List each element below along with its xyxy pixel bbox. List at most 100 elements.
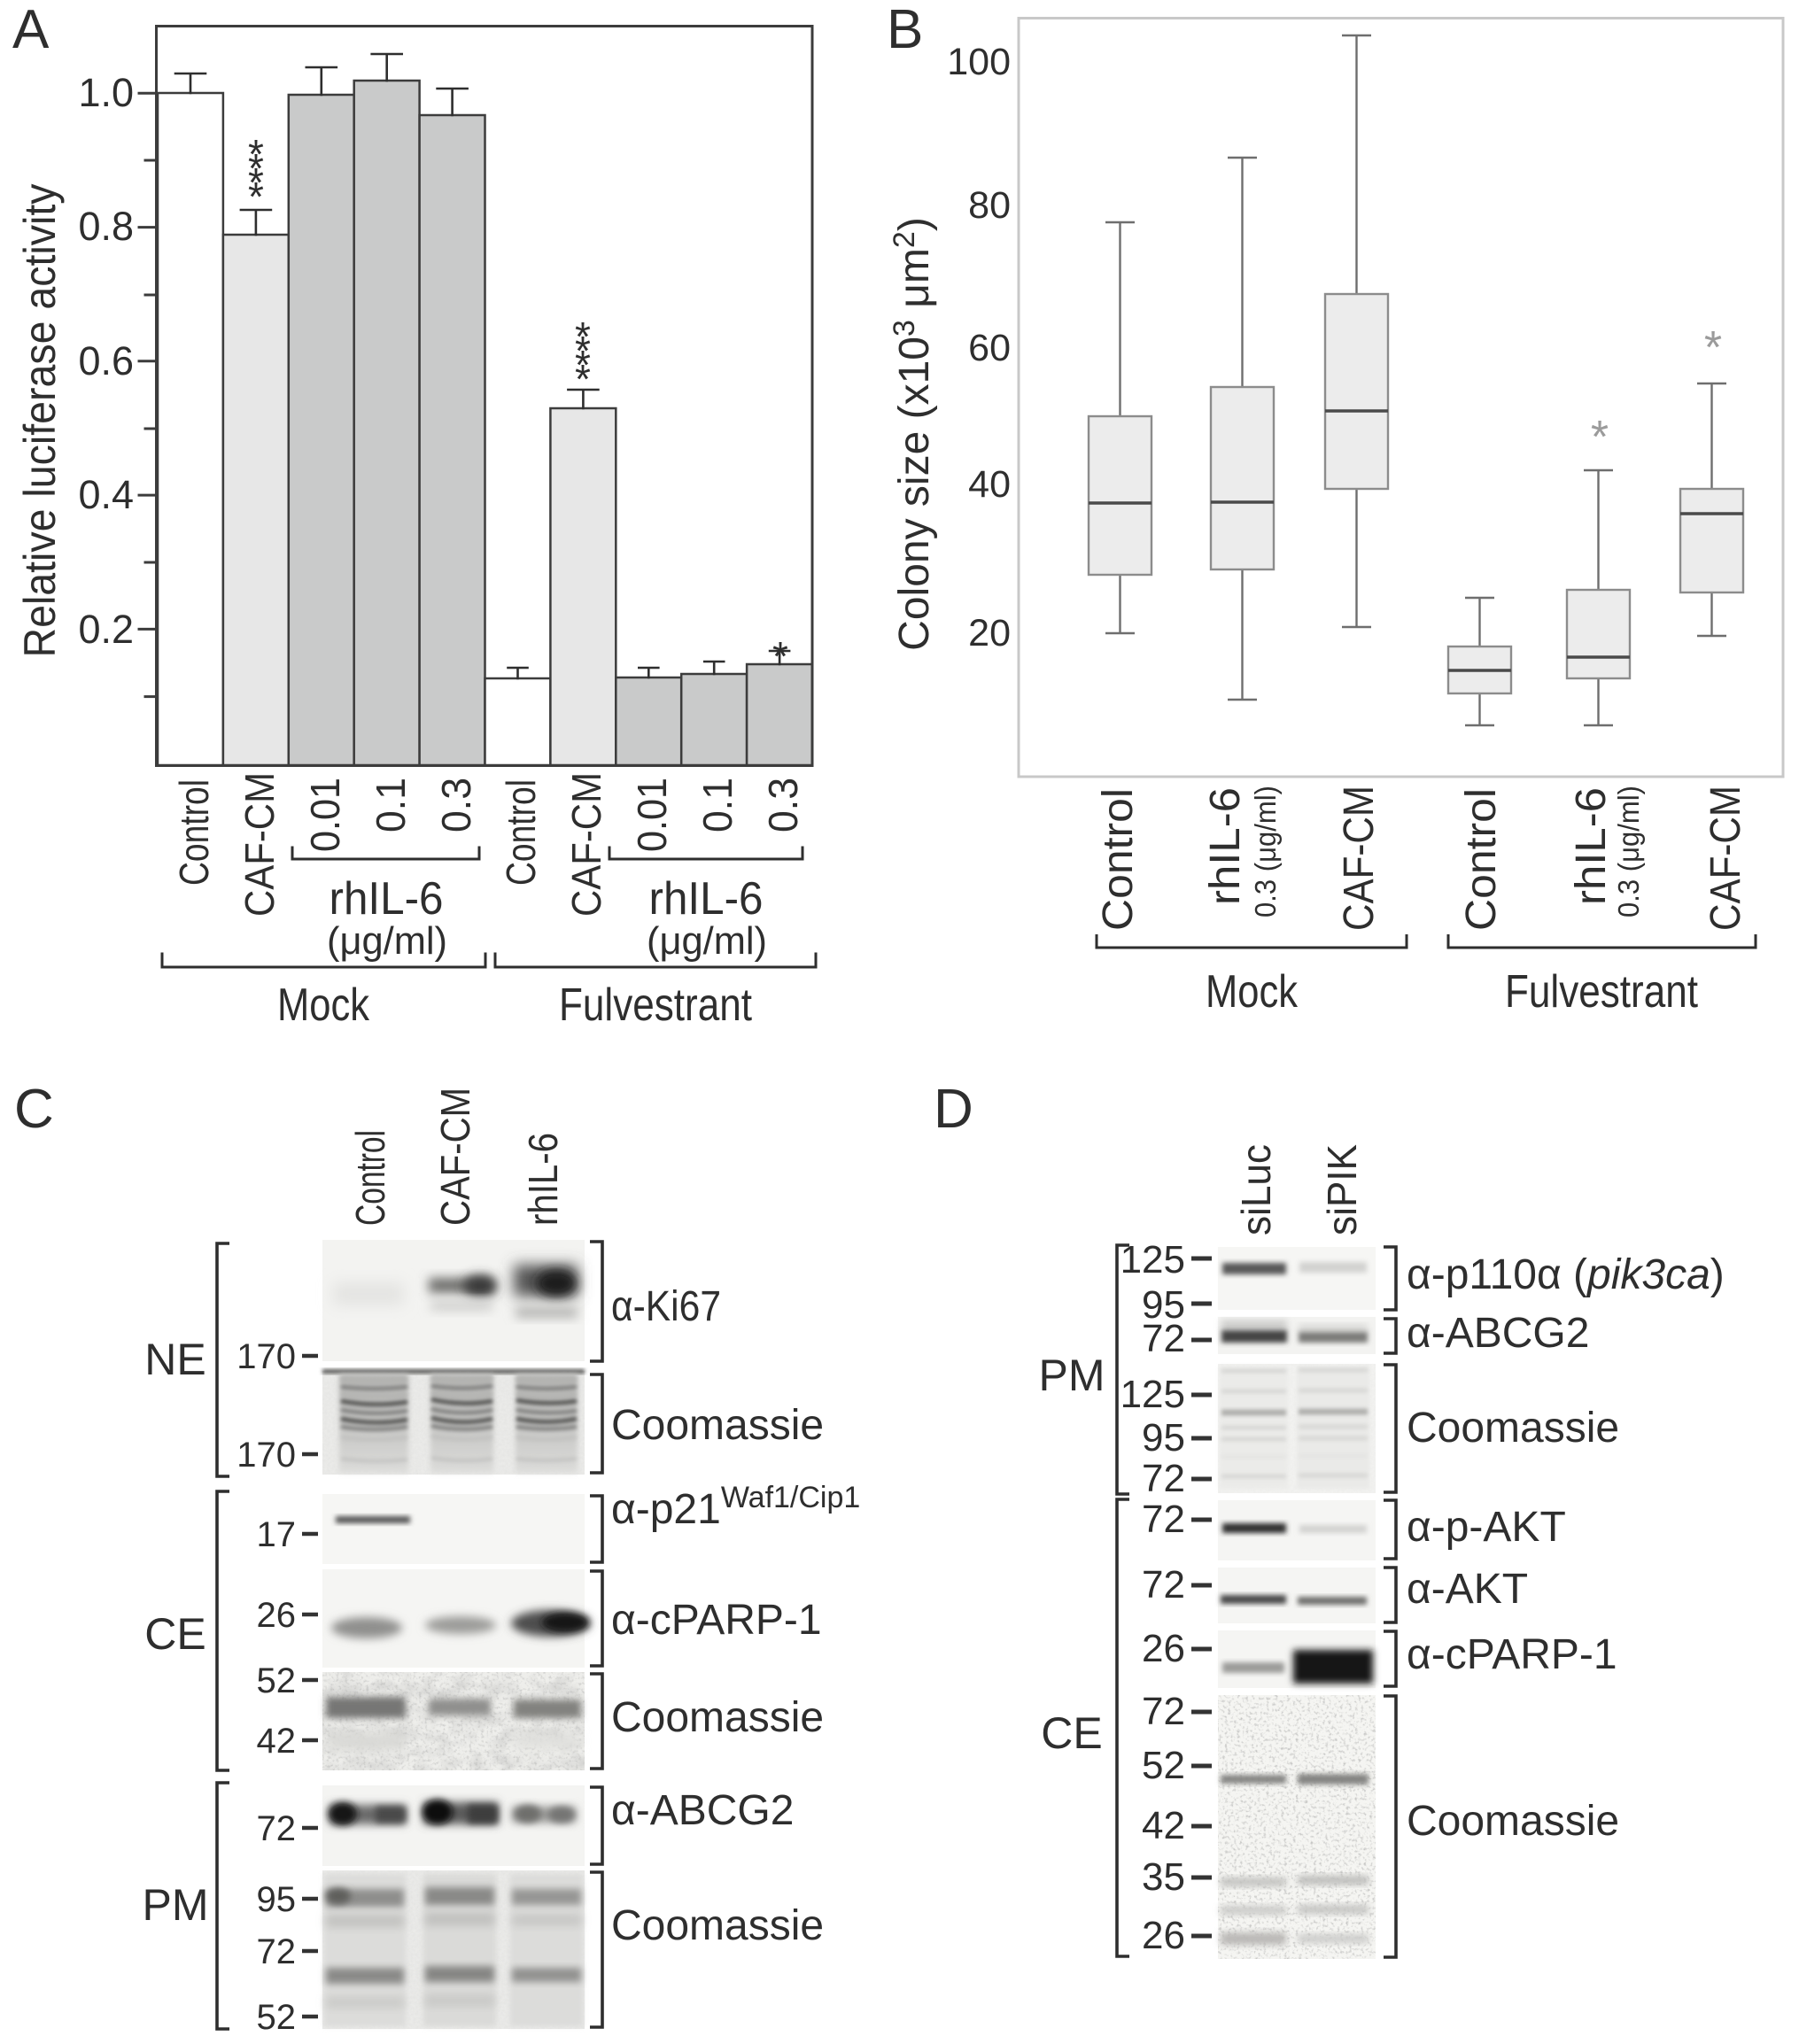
svg-text:0.3: 0.3 xyxy=(433,778,479,832)
svg-text:CE: CE xyxy=(1041,1708,1102,1758)
svg-text:*: * xyxy=(1591,412,1609,463)
svg-text:52: 52 xyxy=(1142,1744,1185,1787)
svg-text:PM: PM xyxy=(1039,1351,1105,1400)
svg-text:Colony size (x103 μm2): Colony size (x103 μm2) xyxy=(888,217,938,651)
svg-text:170: 170 xyxy=(237,1436,296,1475)
svg-text:α-cPARP-1: α-cPARP-1 xyxy=(611,1597,822,1644)
svg-text:42: 42 xyxy=(257,1722,297,1761)
svg-text:Fulvestrant: Fulvestrant xyxy=(559,979,752,1031)
svg-text:Fulvestrant: Fulvestrant xyxy=(1505,966,1698,1018)
svg-text:rhIL-6: rhIL-6 xyxy=(649,873,764,925)
svg-text:0.6: 0.6 xyxy=(78,338,134,383)
svg-text:72: 72 xyxy=(257,1932,297,1971)
svg-text:rhIL-6: rhIL-6 xyxy=(520,1133,566,1226)
svg-text:CAF-CM: CAF-CM xyxy=(563,772,609,917)
svg-text:1.0: 1.0 xyxy=(78,70,134,115)
svg-text:Control: Control xyxy=(1095,788,1142,931)
svg-text:Coomassie: Coomassie xyxy=(611,1402,824,1449)
svg-text:rhIL-6: rhIL-6 xyxy=(1202,787,1249,905)
svg-text:*: * xyxy=(248,174,264,220)
svg-text:125: 125 xyxy=(1120,1238,1185,1281)
svg-text:20: 20 xyxy=(968,612,1011,654)
svg-text:Control: Control xyxy=(498,779,544,886)
svg-text:α-ABCG2: α-ABCG2 xyxy=(1407,1310,1589,1357)
svg-text:95: 95 xyxy=(1142,1283,1185,1327)
svg-text:α-p21Waf1/Cip1: α-p21Waf1/Cip1 xyxy=(611,1481,860,1533)
svg-text:0.4: 0.4 xyxy=(78,472,134,517)
svg-text:52: 52 xyxy=(257,1998,297,2037)
svg-text:D: D xyxy=(934,1079,973,1140)
svg-text:α-ABCG2: α-ABCG2 xyxy=(611,1787,794,1834)
svg-text:0.8: 0.8 xyxy=(78,204,134,249)
svg-text:42: 42 xyxy=(1142,1804,1185,1847)
svg-text:α-Ki67: α-Ki67 xyxy=(611,1283,721,1330)
svg-text:Coomassie: Coomassie xyxy=(1407,1798,1619,1845)
svg-text:CE: CE xyxy=(144,1609,205,1659)
svg-text:60: 60 xyxy=(968,327,1011,369)
svg-text:(μg/ml): (μg/ml) xyxy=(647,919,767,963)
svg-text:C: C xyxy=(14,1079,54,1140)
svg-text:*: * xyxy=(575,328,591,374)
svg-text:80: 80 xyxy=(968,184,1011,227)
svg-text:40: 40 xyxy=(968,463,1011,506)
svg-text:0.01: 0.01 xyxy=(302,778,348,852)
svg-text:*: * xyxy=(575,342,591,388)
svg-text:52: 52 xyxy=(257,1661,297,1700)
svg-text:*: * xyxy=(248,145,264,191)
svg-text:(μg/ml): (μg/ml) xyxy=(327,919,447,963)
svg-text:*: * xyxy=(772,633,788,679)
svg-text:*: * xyxy=(248,159,264,205)
svg-text:Relative luciferase activity: Relative luciferase activity xyxy=(15,184,65,658)
svg-text:PM: PM xyxy=(143,1880,209,1930)
svg-text:0.1: 0.1 xyxy=(694,778,741,832)
svg-text:Control: Control xyxy=(347,1130,393,1226)
svg-text:Mock: Mock xyxy=(277,979,370,1031)
svg-text:B: B xyxy=(887,0,923,60)
svg-text:95: 95 xyxy=(1142,1416,1185,1459)
svg-text:0.3: 0.3 xyxy=(760,778,806,832)
svg-text:α-AKT: α-AKT xyxy=(1407,1566,1528,1613)
svg-text:26: 26 xyxy=(257,1596,297,1635)
svg-text:siLuc: siLuc xyxy=(1233,1144,1279,1235)
svg-text:Control: Control xyxy=(171,779,217,886)
svg-text:26: 26 xyxy=(1142,1914,1185,1957)
svg-text:Coomassie: Coomassie xyxy=(611,1694,824,1741)
svg-text:35: 35 xyxy=(1142,1855,1185,1899)
svg-text:CAF-CM: CAF-CM xyxy=(432,1088,478,1226)
svg-text:α-p-AKT: α-p-AKT xyxy=(1407,1504,1566,1551)
svg-text:17: 17 xyxy=(257,1515,297,1554)
svg-text:125: 125 xyxy=(1120,1373,1185,1416)
svg-text:0.3 (μg/ml): 0.3 (μg/ml) xyxy=(1249,786,1282,917)
svg-text:72: 72 xyxy=(1142,1457,1185,1500)
svg-text:0.01: 0.01 xyxy=(629,778,675,852)
svg-text:*: * xyxy=(575,356,591,402)
svg-text:0.1: 0.1 xyxy=(368,778,414,832)
svg-text:rhIL-6: rhIL-6 xyxy=(1568,787,1615,905)
svg-text:Coomassie: Coomassie xyxy=(1407,1405,1619,1452)
svg-text:CAF-CM: CAF-CM xyxy=(237,772,283,917)
svg-text:100: 100 xyxy=(947,41,1011,83)
svg-text:Control: Control xyxy=(1458,788,1505,931)
svg-text:26: 26 xyxy=(1142,1627,1185,1670)
svg-text:170: 170 xyxy=(237,1337,296,1376)
svg-text:A: A xyxy=(12,0,50,60)
svg-text:NE: NE xyxy=(144,1335,205,1384)
svg-text:siPIK: siPIK xyxy=(1319,1144,1365,1235)
svg-text:*: * xyxy=(575,314,591,360)
svg-text:72: 72 xyxy=(257,1809,297,1848)
svg-text:72: 72 xyxy=(1142,1563,1185,1607)
svg-text:72: 72 xyxy=(1142,1317,1185,1360)
svg-text:0.2: 0.2 xyxy=(78,607,134,652)
svg-text:α-p110α (pik3ca): α-p110α (pik3ca) xyxy=(1407,1251,1725,1298)
svg-text:α-cPARP-1: α-cPARP-1 xyxy=(1407,1631,1617,1678)
svg-text:CAF-CM: CAF-CM xyxy=(1336,786,1383,931)
svg-text:*: * xyxy=(1704,322,1722,374)
svg-text:95: 95 xyxy=(257,1880,297,1919)
svg-text:rhIL-6: rhIL-6 xyxy=(330,873,444,925)
svg-text:72: 72 xyxy=(1142,1690,1185,1733)
svg-text:Coomassie: Coomassie xyxy=(611,1902,824,1949)
svg-text:*: * xyxy=(248,131,264,177)
svg-text:72: 72 xyxy=(1142,1498,1185,1541)
svg-text:0.3 (μg/ml): 0.3 (μg/ml) xyxy=(1612,786,1645,917)
svg-text:Mock: Mock xyxy=(1206,966,1299,1018)
